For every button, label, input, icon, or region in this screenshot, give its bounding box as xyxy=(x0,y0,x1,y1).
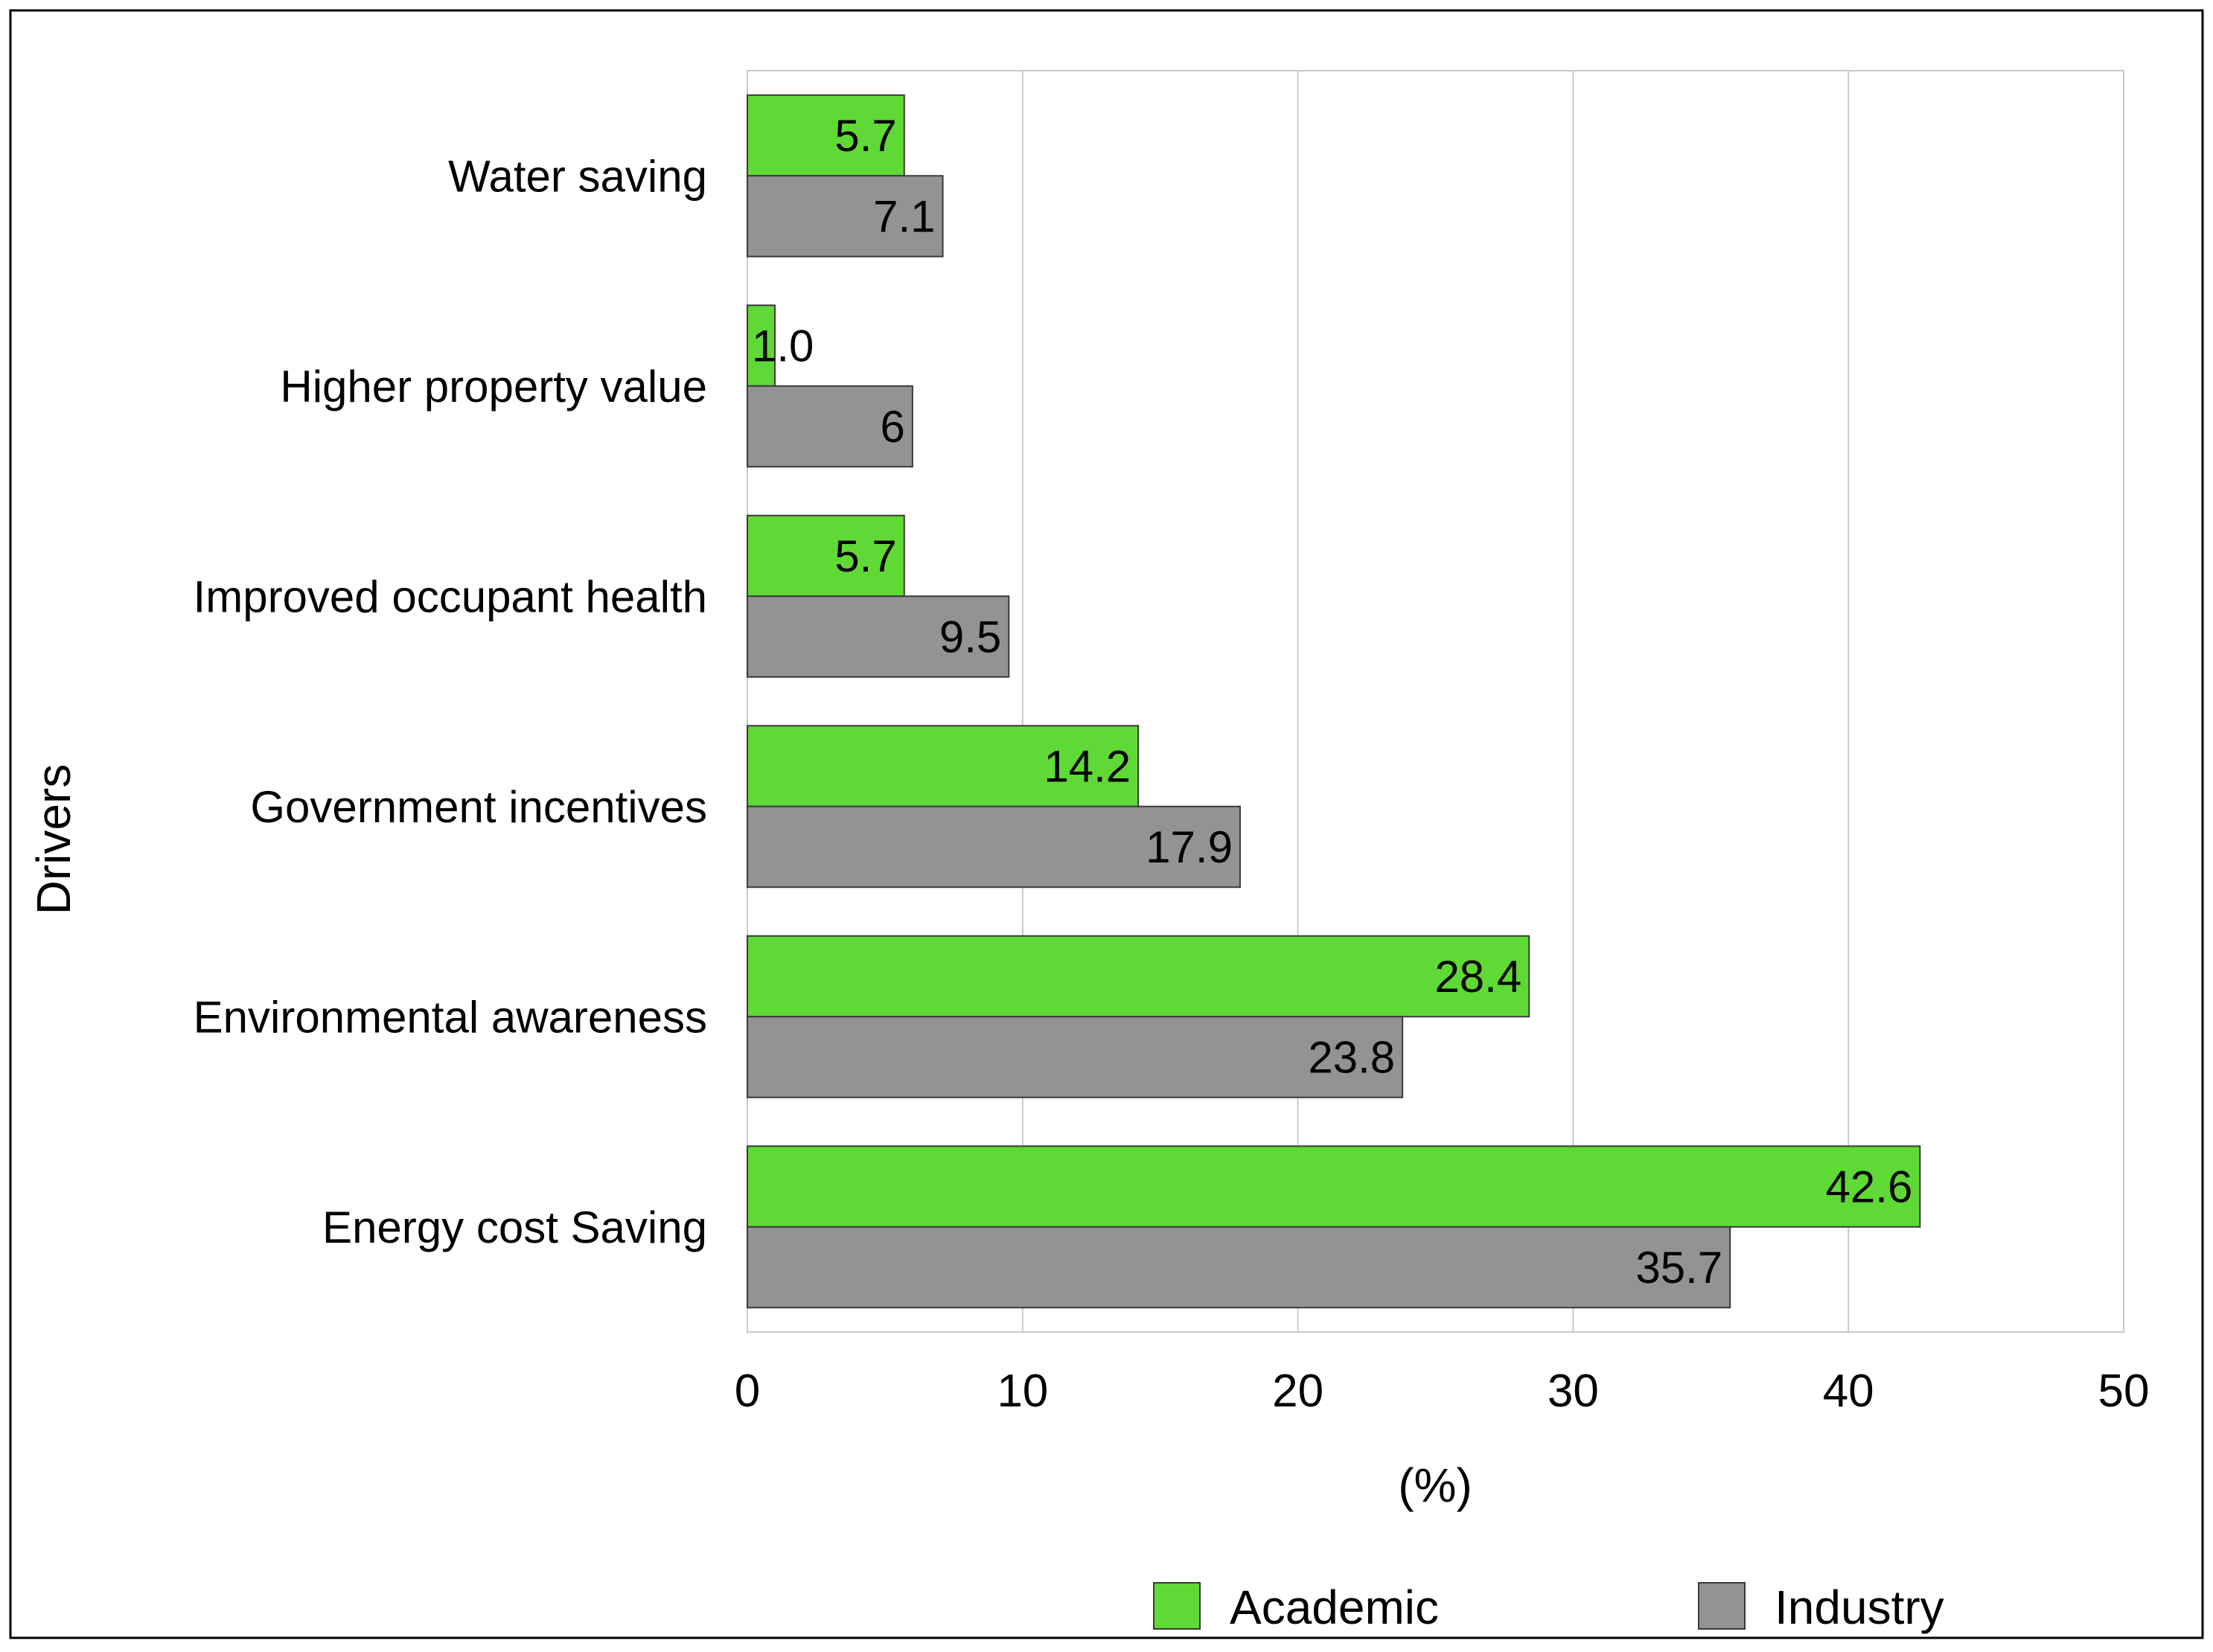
plot-area xyxy=(747,70,2124,1333)
x-tick-label: 30 xyxy=(1548,1366,1599,1417)
x-tick-label: 0 xyxy=(735,1366,760,1417)
legend: Academic Industry xyxy=(1153,1581,1944,1634)
value-label-industry: 9.5 xyxy=(939,612,1001,662)
category-label: Higher property value xyxy=(280,362,707,412)
legend-swatch-industry xyxy=(1698,1582,1746,1630)
value-label-academic: 1.0 xyxy=(752,321,814,371)
bar-academic xyxy=(747,94,905,177)
category-label: Energy cost Saving xyxy=(322,1203,707,1252)
bar-academic xyxy=(747,514,905,598)
value-label-industry: 17.9 xyxy=(1146,822,1233,872)
bar-industry xyxy=(747,1226,1731,1309)
value-label-industry: 7.1 xyxy=(873,191,935,241)
value-label-academic: 5.7 xyxy=(834,111,896,161)
x-tick-label: 10 xyxy=(997,1366,1048,1417)
category-label: Government incentives xyxy=(250,782,707,832)
category-label: Improved occupant health xyxy=(194,572,707,621)
x-tick-label: 50 xyxy=(2098,1366,2150,1417)
data-labels: 5.7 7.1 1.0 6 5.7 9.5 14.2 17.9 28.4 23.8 42.6 35.7 xyxy=(752,111,1912,1293)
bar-industry xyxy=(747,385,913,468)
bar-industry xyxy=(747,595,1010,678)
x-tick-label: 40 xyxy=(1823,1366,1874,1417)
bar-industry xyxy=(747,1016,1404,1098)
bar-academic xyxy=(747,725,1140,807)
value-label-academic: 42.6 xyxy=(1826,1162,1913,1212)
legend-label-industry: Industry xyxy=(1775,1581,1944,1634)
bar-academic xyxy=(747,935,1530,1018)
legend-swatch-academic xyxy=(1153,1582,1201,1630)
value-label-industry: 6 xyxy=(881,402,905,452)
value-label-academic: 14.2 xyxy=(1044,742,1131,792)
x-tick-label: 20 xyxy=(1272,1366,1323,1417)
category-labels: Water saving Higher property value Improve… xyxy=(194,151,707,1252)
value-label-academic: 5.7 xyxy=(834,531,896,581)
value-label-industry: 23.8 xyxy=(1308,1032,1395,1082)
value-label-academic: 28.4 xyxy=(1434,952,1521,1002)
x-axis-title: (%) xyxy=(1398,1459,1472,1512)
value-label-industry: 35.7 xyxy=(1635,1243,1722,1293)
bar-academic xyxy=(747,1145,1921,1228)
legend-label-academic: Academic xyxy=(1230,1581,1439,1634)
bar-industry xyxy=(747,175,944,257)
category-label: Environmental awareness xyxy=(194,992,707,1042)
bar-industry xyxy=(747,805,1241,889)
bars xyxy=(747,94,1921,1309)
gridlines xyxy=(747,71,2124,1332)
category-label: Water saving xyxy=(448,151,707,201)
y-axis-title: Drivers xyxy=(27,764,80,915)
x-axis-ticks: 0 10 20 30 40 50 xyxy=(735,1366,2150,1417)
